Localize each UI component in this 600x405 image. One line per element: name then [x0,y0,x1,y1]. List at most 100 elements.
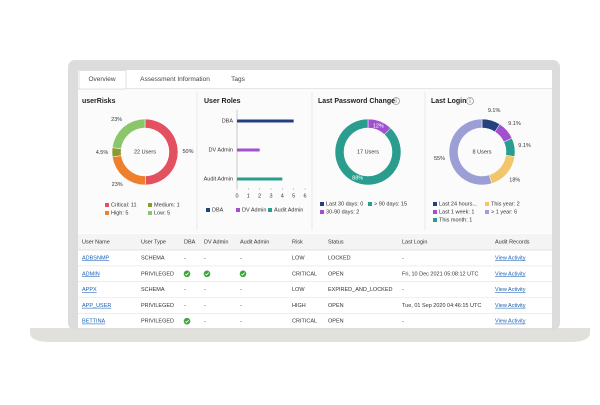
x-tick-label: 2 [258,193,261,199]
slice-label: 55% [434,156,445,162]
check-mark [241,272,246,276]
cell-link[interactable]: View Activity [495,271,526,277]
legend-label: Last 24 hours... [439,201,477,207]
active-tab [78,70,127,90]
slice-label: 23% [112,182,123,188]
panel-title: userRisks [82,98,116,105]
legend-label: 30-90 days: 2 [326,209,359,215]
legend-label: Low: 5 [154,210,170,216]
table-cell: HIGH [292,303,306,309]
cell-link[interactable]: View Activity [495,303,526,309]
laptop-base [30,328,590,342]
legend-label: > 1 year: 6 [491,209,517,215]
table-cell: PRIVILEGED [141,271,174,277]
legend-label: Last 30 days: 0 [326,201,363,207]
table-cell: PRIVILEGED [141,319,174,325]
table-cell: - [240,287,242,293]
cell-link[interactable]: View Activity [495,319,526,325]
legend-swatch [433,202,437,206]
legend-swatch [206,208,210,212]
table-header: Last Login [402,239,427,245]
legend-label: This year: 2 [491,201,520,207]
table-cell: - [240,303,242,309]
table-cell: - [240,255,242,261]
table-cell: OPEN [328,303,344,309]
info-icon [466,97,474,105]
table-header: User Type [141,239,166,245]
table-cell: SCHEMA [141,287,165,293]
cell-link[interactable]: ADMIN [82,271,100,277]
legend-swatch [148,211,152,215]
legend-swatch [368,202,372,206]
table-cell: - [184,255,186,261]
table-header: Risk [292,239,303,245]
table-header: Audit Records [495,239,530,245]
check-mark [185,319,190,323]
legend-label: Audit Admin [274,207,303,213]
slice-label: 9.1% [508,121,521,127]
center-label: 22 Users [134,149,156,155]
x-tick-label: 3 [269,193,272,199]
cell-link[interactable]: APP_USER [82,303,111,309]
donut-slice [112,118,146,150]
legend-swatch [148,203,152,207]
center-label: 8 Users [473,149,492,155]
slice-label: 4.5% [96,150,109,156]
table-cell: SCHEMA [141,255,165,261]
table-cell: LOCKED [328,255,351,261]
table-header: DBA [184,239,196,245]
table-cell: - [204,319,206,325]
check-icon [183,317,191,325]
slice-label: 12% [373,123,384,129]
x-tick-label: 1 [247,193,250,199]
table-cell: - [240,319,242,325]
table-cell: LOW [292,287,305,293]
table-cell: - [402,287,404,293]
check-mark [185,272,190,276]
panel-title: Last Login [431,98,466,105]
table-cell: - [204,303,206,309]
table-cell: - [402,255,404,261]
cell-link[interactable]: APPX [82,287,97,293]
table-cell: CRITICAL [292,271,317,277]
tab[interactable]: Tags [231,76,245,83]
check-icon [239,270,247,278]
table-cell: CRITICAL [292,319,317,325]
legend-swatch [105,211,109,215]
table-cell: Tue, 01 Sep 2020 04:46:15 UTC [402,303,481,309]
cell-link[interactable]: View Activity [495,287,526,293]
category-label: DBA [222,118,234,124]
legend-swatch [485,202,489,206]
tab[interactable]: Assessment Information [140,76,210,83]
tab[interactable]: Overview [88,76,115,83]
slice-label: 9.1% [488,108,501,114]
donut-slice [334,118,402,186]
legend-swatch [268,208,272,212]
legend-label: > 90 days: 15 [374,201,407,207]
donut-slice [448,118,493,186]
legend-label: Medium: 1 [154,202,180,208]
legend-label: High: 5 [111,210,128,216]
table-cell: PRIVILEGED [141,303,174,309]
category-label: DV Admin [209,147,233,153]
panel-area [78,89,552,233]
legend-label: Last 1 week: 1 [439,209,474,215]
legend-label: DBA [212,207,224,213]
table-header: Status [328,239,344,245]
table-cell: - [184,287,186,293]
legend-swatch [433,218,437,222]
legend-label: This month: 1 [439,217,472,223]
bar [237,119,294,123]
slice-label: 9.1% [518,143,531,149]
cell-link[interactable]: BETTINA [82,319,106,325]
table-cell: - [402,319,404,325]
table-cell: - [184,303,186,309]
legend-label: DV Admin [242,207,266,213]
cell-link[interactable]: View Activity [495,255,526,261]
x-tick-label: 6 [303,193,306,199]
x-tick-label: 4 [281,193,284,199]
table-cell: EXPIRED_AND_LOCKED [328,287,393,293]
slice-label: 23% [111,117,122,123]
cell-link[interactable]: ADBSNMP [82,255,110,261]
